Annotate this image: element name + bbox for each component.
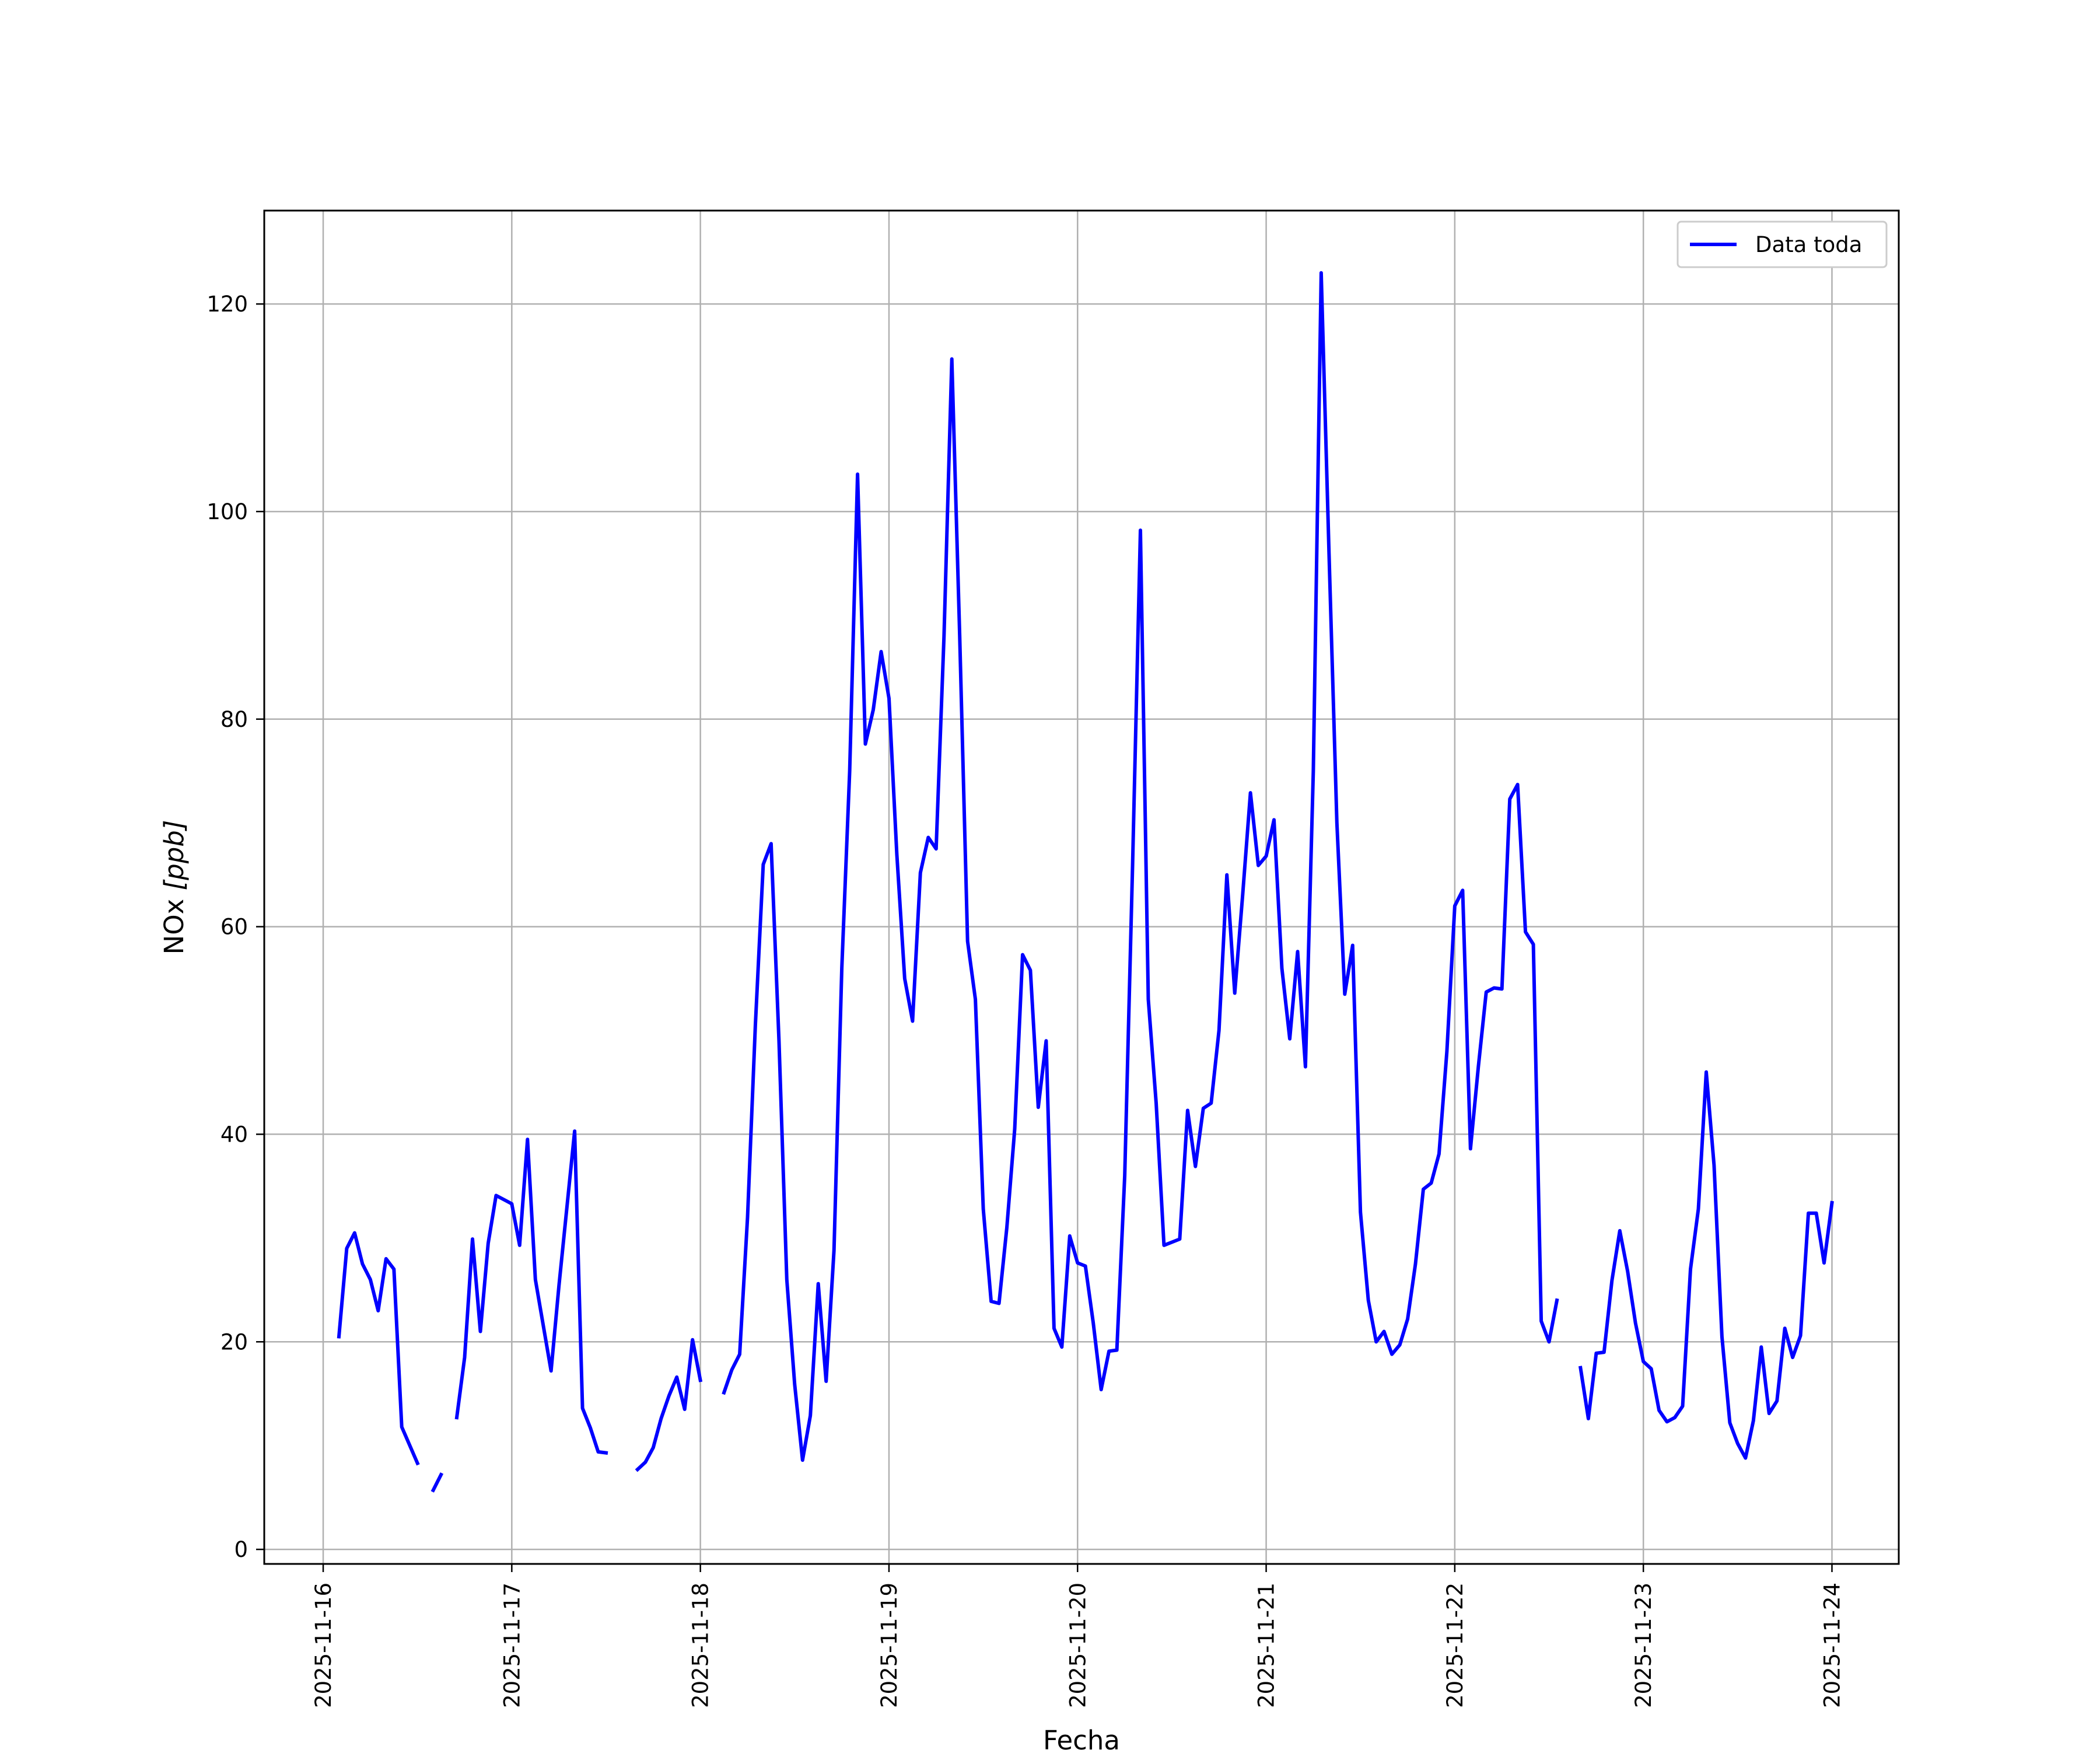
x-tick-label: 2025-11-24 [1819, 1583, 1845, 1708]
y-tick-label: 100 [206, 499, 248, 524]
y-tick-label: 80 [220, 707, 248, 732]
series-line [722, 271, 1559, 1462]
y-axis-label-quantity: NOx [159, 899, 190, 955]
series-line [1578, 1070, 1834, 1460]
x-tick-label: 2025-11-19 [877, 1583, 902, 1708]
y-axis: 0 20 40 60 80 100 120 [206, 292, 264, 1562]
y-tick-label: 20 [220, 1329, 248, 1354]
x-tick-label: 2025-11-18 [688, 1583, 713, 1708]
y-axis-label-unit: [ppb] [159, 820, 190, 891]
plot-frame [263, 209, 1900, 1565]
series-line [337, 1231, 420, 1466]
x-tick-label: 2025-11-20 [1065, 1583, 1090, 1708]
y-tick-label: 60 [220, 915, 248, 940]
y-tick-label: 0 [234, 1537, 248, 1562]
legend-label: Data toda [1755, 232, 1862, 257]
grid [264, 211, 1899, 1564]
legend-box [1676, 220, 1888, 268]
series-line [454, 1129, 608, 1455]
x-tick-label: 2025-11-22 [1443, 1583, 1468, 1708]
y-axis-label: NOx [ppb] [159, 820, 190, 955]
x-tick-label: 2025-11-17 [499, 1583, 524, 1708]
x-tick-label: 2025-11-16 [311, 1583, 336, 1708]
y-tick-label: 120 [206, 292, 248, 317]
x-axis: 2025-11-16 2025-11-17 2025-11-18 2025-11-19… [311, 1564, 1845, 1708]
legend: Data toda [1676, 220, 1888, 268]
x-axis-label: Fecha [1043, 1725, 1120, 1750]
x-tick-label: 2025-11-21 [1254, 1583, 1279, 1708]
x-tick-label: 2025-11-23 [1631, 1583, 1656, 1708]
y-tick-label: 40 [220, 1122, 248, 1147]
series-layer [337, 271, 1834, 1493]
series-line [430, 1472, 444, 1493]
series-line [635, 1338, 703, 1472]
